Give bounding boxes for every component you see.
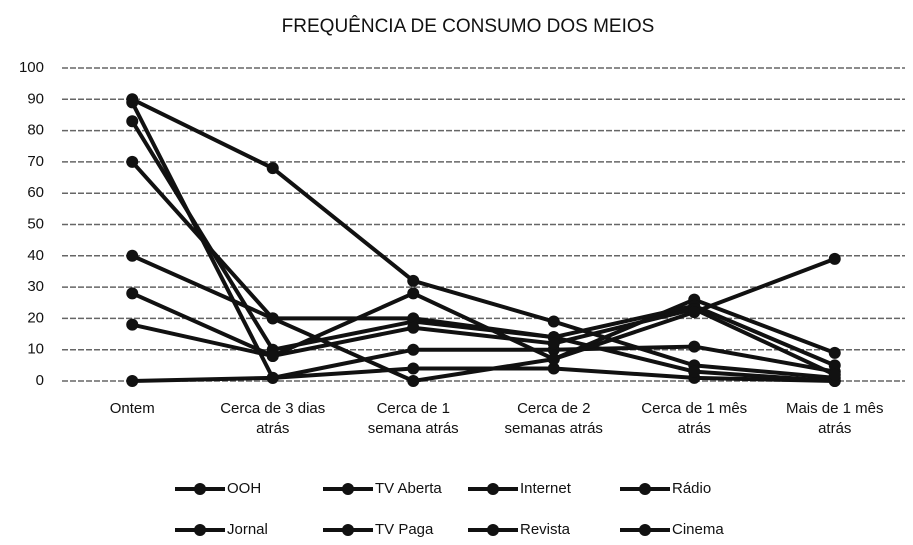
legend-label: Rádio [672,480,711,497]
data-point [266,162,279,175]
legend-marker [487,483,499,495]
data-point [828,359,841,372]
y-tick-label: 10 [27,341,44,358]
legend-label: Cinema [672,521,724,538]
x-tick-label: Mais de 1 mês atrás [785,400,884,437]
chart-title: FREQUÊNCIA DE CONSUMO DOS MEIOS [282,15,655,37]
legend-label: Revista [520,521,571,538]
data-point [547,353,560,366]
data-point [688,340,701,353]
data-point [126,287,139,300]
legend-label: TV Paga [375,521,434,538]
data-point [547,315,560,328]
data-point [126,96,139,109]
y-tick-label: 50 [27,215,44,232]
data-point [688,365,701,378]
legend-label: OOH [227,480,261,497]
data-point [266,349,279,362]
data-point [126,115,139,128]
series-line [130,101,836,380]
data-point [407,312,420,325]
y-tick-label: 0 [36,372,44,389]
legend-label: Internet [520,480,572,497]
y-tick-label: 80 [27,122,44,139]
legend-marker [487,524,499,536]
legend-marker [639,524,651,536]
legend-marker [342,524,354,536]
legend-label: Jornal [227,521,268,538]
data-point [547,337,560,350]
data-point [407,274,420,287]
data-point [126,155,139,168]
y-tick-label: 20 [27,309,44,326]
data-point [126,249,139,262]
y-tick-label: 60 [27,184,44,201]
data-point [126,375,139,387]
data-point [407,343,420,356]
legend-marker [194,524,206,536]
legend-label: TV Aberta [375,480,442,497]
series-line [131,291,836,377]
y-tick-label: 70 [27,153,44,170]
data-point [828,252,841,265]
series-line [131,97,835,380]
y-tick-label: 90 [27,90,44,107]
x-tick-label: Cerca de 1 mês atrás [641,400,748,437]
data-point [828,346,841,359]
data-point [407,287,420,300]
data-point [407,375,420,387]
data-point [407,321,420,334]
data-point [688,306,701,319]
data-point [126,318,139,331]
x-tick-label: Cerca de 3 dias atrás [220,400,326,437]
data-point [828,368,841,381]
x-tick-label: Cerca de 1 semana atrás [367,400,459,437]
series-line [131,257,836,362]
data-point [407,362,420,375]
y-tick-label: 30 [27,278,44,295]
legend-marker [194,483,206,495]
x-tick-label: Ontem [109,400,155,417]
data-point [547,362,560,375]
x-tick-label: Cerca de 2 semanas atrás [504,400,603,437]
series-line [130,160,836,383]
y-tick-label: 100 [19,59,44,76]
data-point [266,371,279,384]
legend-marker [342,483,354,495]
y-tick-label: 40 [27,247,44,264]
legend-marker [639,483,651,495]
data-point [266,312,279,325]
